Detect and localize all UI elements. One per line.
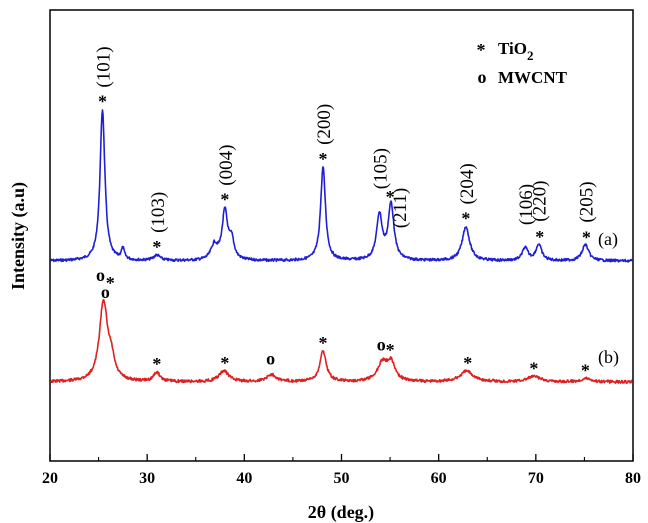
legend-mwcnt-label: MWCNT <box>498 68 568 87</box>
tio2-marker: * <box>152 354 161 374</box>
peak-label: (101) <box>94 46 115 87</box>
y-axis-label: Intensity (a.u) <box>8 182 29 290</box>
peak-label: (106) <box>516 184 537 225</box>
tio2-marker: * <box>386 187 395 207</box>
peak-label: (105) <box>370 148 391 189</box>
x-tick-label-20: 20 <box>42 470 58 487</box>
tio2-marker: * <box>152 237 161 257</box>
mwcnt-marker: o <box>266 349 275 369</box>
legend-mwcnt-symbol: o <box>478 67 487 87</box>
tio2-marker: * <box>529 358 538 378</box>
x-tick-label-60: 60 <box>431 470 447 487</box>
mwcnt-marker: o <box>101 282 110 302</box>
x-axis-ticks <box>49 454 634 461</box>
tio2-marker: * <box>319 333 328 353</box>
peak-label: (220) <box>530 181 551 222</box>
curves <box>49 109 634 384</box>
mwcnt-marker: o <box>96 265 105 285</box>
legend: * TiO2 o MWCNT <box>477 39 568 87</box>
x-tick-label-70: 70 <box>528 470 544 487</box>
x-tick-label-80: 80 <box>625 470 641 487</box>
tio2-marker: * <box>581 360 590 380</box>
peak-label: (211) <box>390 188 411 228</box>
peak-label: (103) <box>148 192 169 233</box>
tio2-marker: * <box>106 273 115 293</box>
peak-label: (200) <box>314 104 335 145</box>
tio2-marker: * <box>319 149 328 169</box>
tio2-marker: * <box>582 228 591 248</box>
series-line-a <box>50 109 634 263</box>
tio2-marker: * <box>98 92 107 112</box>
tio2-marker: * <box>535 227 544 247</box>
x-tick-label-30: 30 <box>139 470 155 487</box>
peak-labels: (101) (103) (004) (200) (105)(211) (204) (106)… <box>94 46 598 232</box>
peak-label: (204) <box>457 163 478 204</box>
tio2-marker: * <box>386 340 395 360</box>
curve-label-a: (a) <box>598 229 618 250</box>
series-line-b <box>49 298 633 384</box>
mwcnt-marker: o <box>377 335 386 355</box>
legend-tio2-symbol: * <box>477 40 486 60</box>
tio2-marker: * <box>463 353 472 373</box>
x-axis-label: 2θ (deg.) <box>308 502 374 523</box>
phase-markers: *o ******* *o* * o* o ** * * <box>96 92 591 381</box>
x-tick-label-40: 40 <box>236 470 252 487</box>
x-tick-label-50: 50 <box>334 470 350 487</box>
tio2-marker: * <box>220 353 229 373</box>
legend-tio2-label: TiO2 <box>498 39 533 63</box>
peak-label: (205) <box>576 181 597 222</box>
peak-label: (004) <box>216 145 237 186</box>
x-axis-tick-labels: 20 30 40 50 60 70 80 <box>42 470 641 487</box>
tio2-marker: * <box>461 209 470 229</box>
curve-label-b: (b) <box>598 347 619 368</box>
tio2-marker: * <box>220 190 229 210</box>
